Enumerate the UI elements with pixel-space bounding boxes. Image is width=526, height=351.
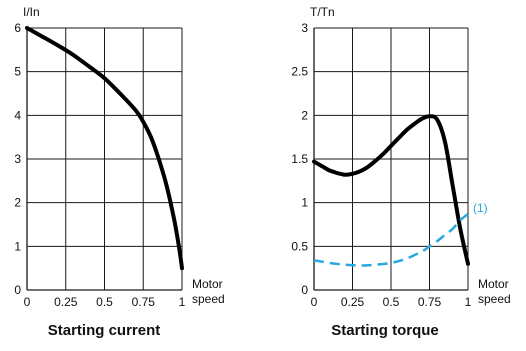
x-tick-label: 0.25 xyxy=(54,295,78,309)
y-tick-label: 1 xyxy=(14,239,21,253)
y-tick-label: 2.5 xyxy=(291,65,308,79)
x-tick-label: 1 xyxy=(179,295,186,309)
y-tick-label: 5 xyxy=(14,65,21,79)
series-line xyxy=(312,114,470,266)
series-line xyxy=(25,26,184,271)
y-tick-label: 0 xyxy=(301,283,308,297)
starting-current-chart: 0 1 2 3 4 5 6 0 0.25 0.5 0.75 1 I/In Motor speed Starti… xyxy=(14,5,224,339)
x-tick-label: 0.75 xyxy=(418,295,442,309)
x-tick-label: 1 xyxy=(465,295,472,309)
y-axis-label: T/Tn xyxy=(310,5,335,19)
y-tick-label: 3 xyxy=(301,21,308,35)
x-tick-label: 0.75 xyxy=(132,295,156,309)
y-axis-label: I/In xyxy=(23,5,40,19)
x-axis-label: Motor speed xyxy=(478,277,511,306)
chart-title: Starting torque xyxy=(331,322,439,339)
y-tick-label: 4 xyxy=(14,108,21,122)
y-tick-label: 2 xyxy=(14,196,21,210)
x-tick-label: 0 xyxy=(24,295,31,309)
y-tick-label: 3 xyxy=(14,152,21,166)
starting-torque-chart: 0 0.5 1 1.5 2 2.5 3 0 0.25 0.5 0.75 1 T/Tn Motor speed… xyxy=(291,5,510,339)
y-tick-label: 0 xyxy=(14,283,21,297)
y-tick-label: 1.5 xyxy=(291,152,308,166)
x-tick-label: 0.5 xyxy=(96,295,113,309)
dashed-series-line xyxy=(313,213,469,267)
chart-title: Starting current xyxy=(48,322,161,339)
y-tick-label: 2 xyxy=(301,108,308,122)
x-axis-label: Motor speed xyxy=(192,277,225,306)
x-tick-label: 0 xyxy=(311,295,318,309)
x-tick-label: 0.25 xyxy=(341,295,365,309)
y-tick-label: 1 xyxy=(301,196,308,210)
series-annotation-label: (1) xyxy=(473,201,488,215)
x-tick-label: 0.5 xyxy=(383,295,400,309)
y-tick-label: 0.5 xyxy=(291,239,308,253)
y-tick-label: 6 xyxy=(14,21,21,35)
